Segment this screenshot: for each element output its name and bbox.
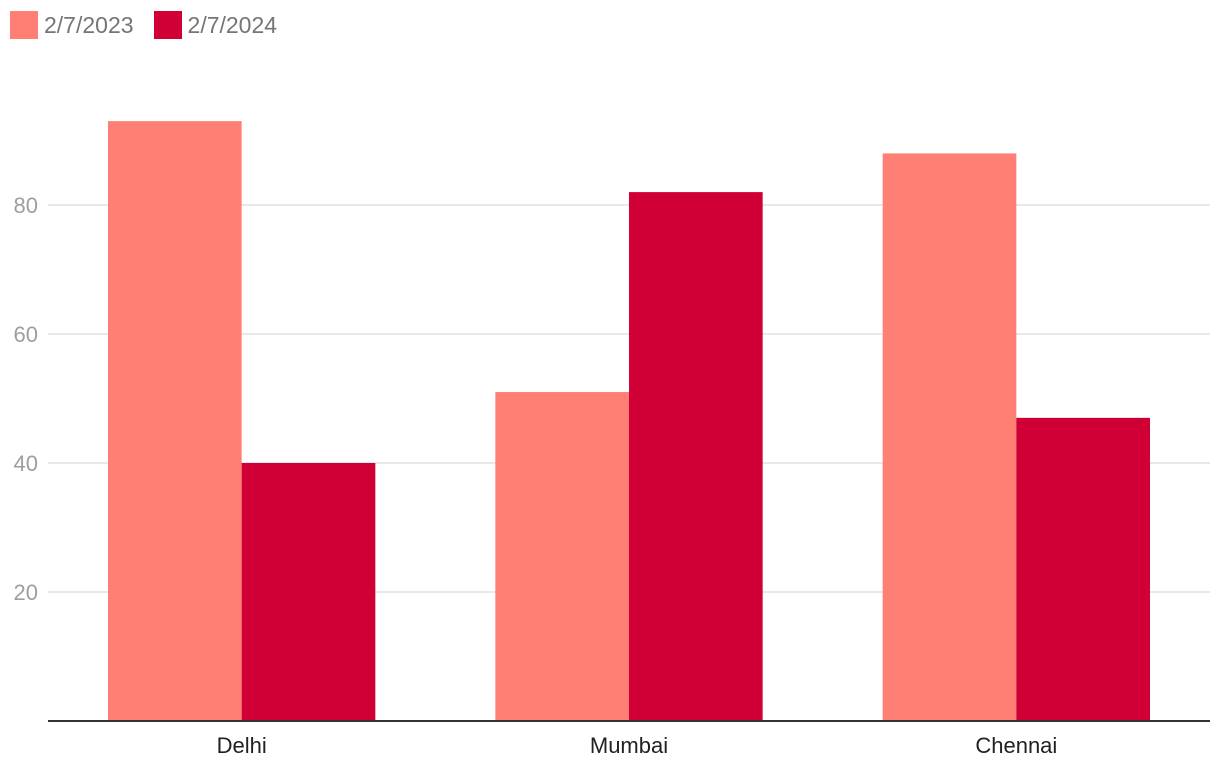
y-tick-label: 60 <box>14 322 38 347</box>
legend-item-series-1[interactable]: 2/7/2023 <box>10 11 134 39</box>
bar-delhi-series-1[interactable] <box>108 121 242 721</box>
bar-chennai-series-2[interactable] <box>1016 417 1150 721</box>
x-tick-label: Mumbai <box>590 733 668 758</box>
legend: 2/7/2023 2/7/2024 <box>10 11 277 39</box>
bar-delhi-series-2[interactable] <box>241 463 376 721</box>
x-tick-label: Delhi <box>217 733 267 758</box>
legend-swatch-series-1 <box>10 11 38 39</box>
x-axis-ticks: Delhi Mumbai Chennai <box>217 733 1058 758</box>
legend-label-series-1: 2/7/2023 <box>44 12 134 38</box>
legend-label-series-2: 2/7/2024 <box>187 12 278 38</box>
legend-swatch-series-2 <box>153 11 182 39</box>
y-tick-label: 20 <box>14 580 38 605</box>
y-tick-label: 40 <box>14 451 38 476</box>
y-axis-ticks: 20 40 60 80 <box>14 193 38 605</box>
bar-mumbai-series-2[interactable] <box>629 192 763 722</box>
legend-item-series-2[interactable]: 2/7/2024 <box>153 11 278 39</box>
y-tick-label: 80 <box>14 193 38 218</box>
bar-mumbai-series-1[interactable] <box>495 392 629 721</box>
bar-chennai-series-1[interactable] <box>882 153 1017 721</box>
bars <box>108 121 1150 722</box>
x-tick-label: Chennai <box>975 733 1057 758</box>
